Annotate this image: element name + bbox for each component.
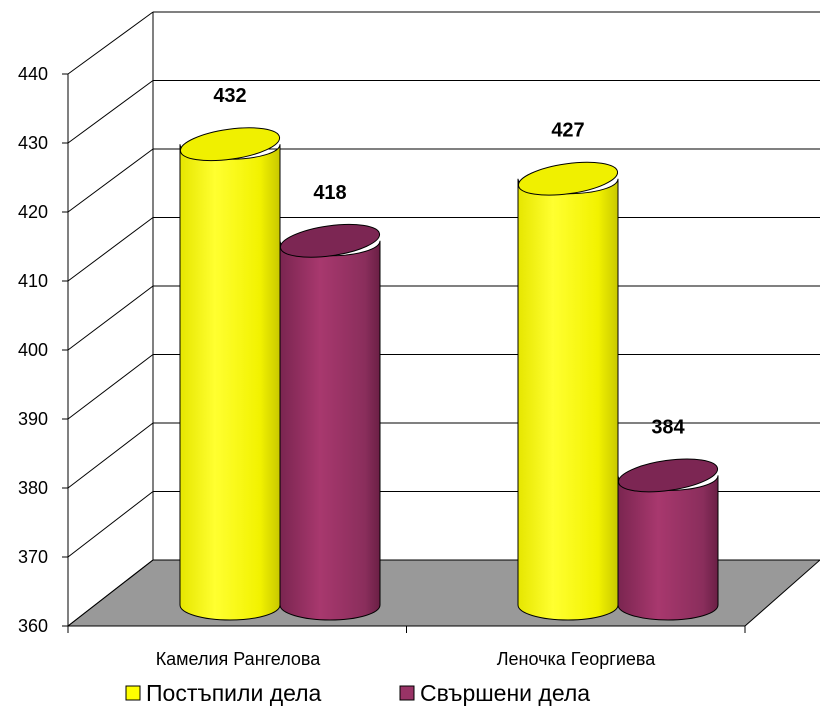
x-category-label: Леночка Георгиева — [497, 649, 657, 669]
bar — [617, 475, 719, 621]
gridline-side — [67, 285, 154, 351]
y-tick-label: 430 — [18, 133, 48, 153]
y-tick-label: 370 — [18, 547, 48, 567]
legend-label: Свършени дела — [420, 680, 590, 706]
legend-label: Постъпили дела — [146, 680, 322, 706]
bar-top — [279, 223, 381, 258]
gridline-side — [67, 491, 154, 558]
data-label: 418 — [313, 182, 346, 204]
y-tick-label: 410 — [18, 271, 48, 291]
data-label: 384 — [651, 416, 685, 438]
bar-top — [179, 127, 281, 162]
gridline-side — [67, 80, 154, 144]
y-tick-label: 380 — [18, 478, 48, 498]
y-tick-label: 360 — [18, 616, 48, 636]
y-tick-label: 420 — [18, 202, 48, 222]
x-category-label: Камелия Рангелова — [156, 649, 322, 669]
legend-swatch — [399, 685, 415, 701]
y-tick-label: 390 — [18, 409, 48, 429]
data-label-bg — [288, 178, 372, 205]
gridline-side — [67, 354, 154, 420]
data-label: 432 — [213, 85, 246, 107]
bar-top — [517, 161, 619, 196]
data-label: 427 — [551, 120, 584, 142]
gridline-side — [67, 422, 154, 489]
bar — [279, 240, 381, 621]
y-tick-label: 440 — [18, 64, 48, 84]
bar-top — [617, 458, 719, 493]
bar — [517, 178, 619, 621]
bar — [179, 144, 281, 621]
gridline-side — [67, 559, 154, 627]
y-tick-label: 400 — [18, 340, 48, 360]
gridline-side — [67, 217, 154, 282]
gridline-side — [67, 148, 154, 213]
legend-swatch — [125, 685, 141, 701]
gridline-side — [67, 11, 154, 75]
